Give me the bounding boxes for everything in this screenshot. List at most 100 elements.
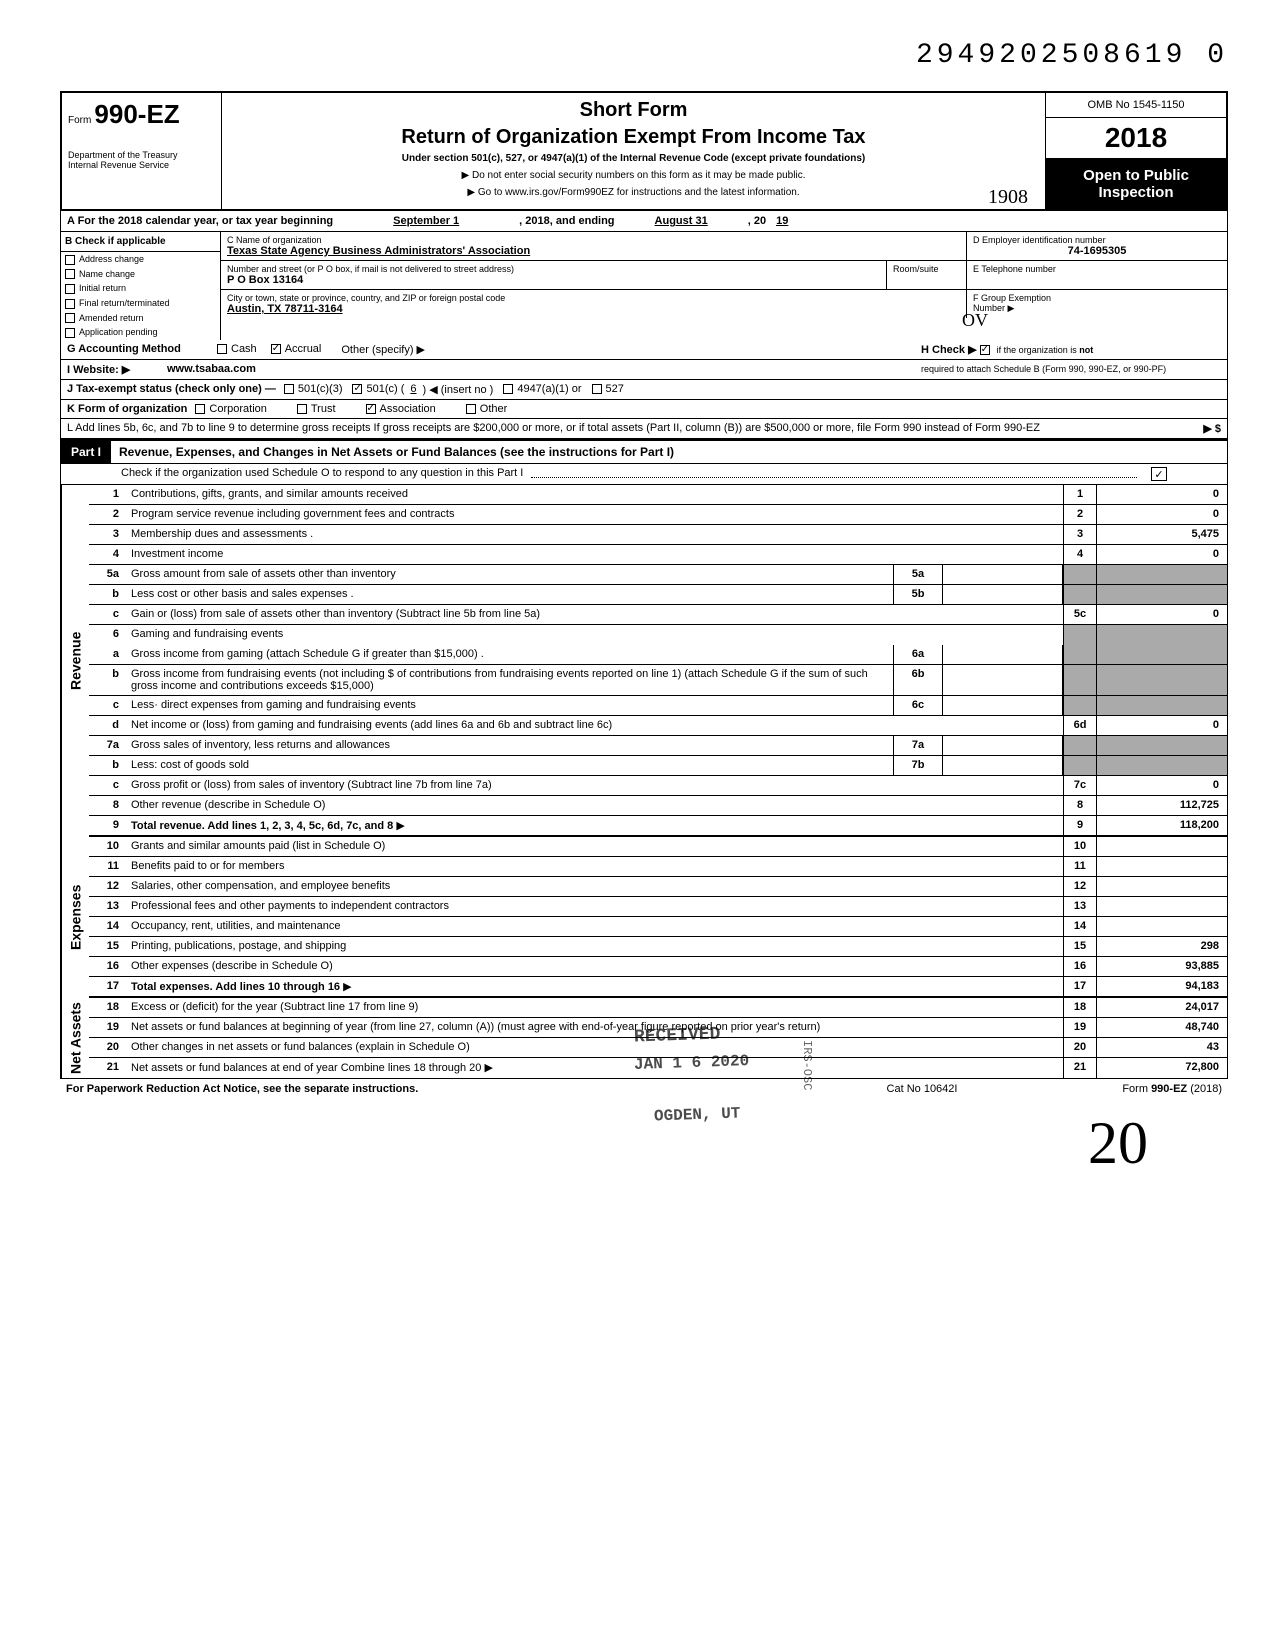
checkbox-initial-return[interactable] <box>65 284 75 294</box>
dept-label: Department of the Treasury <box>68 150 215 160</box>
handwritten-1908: 1908 <box>988 186 1028 209</box>
line-8-val: 112,725 <box>1097 796 1227 815</box>
schedule-o-checkbox[interactable]: ✓ <box>1151 467 1167 481</box>
line-3-desc: Membership dues and assessments . <box>125 525 1063 544</box>
line-16-val: 93,885 <box>1097 957 1227 976</box>
checkbox-amended-return[interactable] <box>65 313 75 323</box>
line-10-val <box>1097 837 1227 856</box>
line-6d-num: d <box>89 716 125 735</box>
line-5a-desc: Gross amount from sale of assets other t… <box>125 565 893 584</box>
checkbox-501c3[interactable] <box>284 384 294 394</box>
line-10-desc: Grants and similar amounts paid (list in… <box>125 837 1063 856</box>
section-l-text: L Add lines 5b, 6c, and 7b to line 9 to … <box>67 422 1183 434</box>
line-6d-val: 0 <box>1097 716 1227 735</box>
line-5c-desc: Gain or (loss) from sale of assets other… <box>125 605 1063 624</box>
line-6b-shade <box>1063 665 1097 695</box>
checkbox-trust[interactable] <box>297 404 307 414</box>
subtitle: Under section 501(c), 527, or 4947(a)(1)… <box>232 153 1035 164</box>
row-k-form-org: K Form of organization Corporation Trust… <box>60 400 1228 419</box>
line-11-desc: Benefits paid to or for members <box>125 857 1063 876</box>
checkbox-other-org[interactable] <box>466 404 476 414</box>
line-16-desc: Other expenses (describe in Schedule O) <box>125 957 1063 976</box>
line-20-col: 20 <box>1063 1038 1097 1057</box>
line-7b-shade <box>1063 756 1097 775</box>
row-a-end2: , 20 <box>748 215 766 227</box>
row-j-tax-status: J Tax-exempt status (check only one) — 5… <box>60 380 1228 400</box>
return-title: Return of Organization Exempt From Incom… <box>232 126 1035 149</box>
line-5c-num: c <box>89 605 125 624</box>
line-12-col: 12 <box>1063 877 1097 896</box>
section-e-label: E Telephone number <box>973 264 1221 274</box>
section-l-arrow: ▶ $ <box>1203 422 1221 435</box>
line-4-val: 0 <box>1097 545 1227 564</box>
label-4947: 4947(a)(1) or <box>517 383 581 395</box>
section-k-label: K Form of organization <box>67 403 187 415</box>
label-accrual: Accrual <box>285 343 322 355</box>
section-g-label: G Accounting Method <box>67 343 217 355</box>
addr-label: Number and street (or P O box, if mail i… <box>227 264 880 274</box>
checkbox-accrual[interactable] <box>271 344 281 354</box>
part-1-table: Revenue 1Contributions, gifts, grants, a… <box>60 485 1228 1079</box>
city-label: City or town, state or province, country… <box>227 293 960 303</box>
label-501c3: 501(c)(3) <box>298 383 343 395</box>
line-9-val: 118,200 <box>1097 816 1227 835</box>
checkbox-address-change[interactable] <box>65 255 75 265</box>
row-l-gross-receipts: L Add lines 5b, 6c, and 7b to line 9 to … <box>60 419 1228 439</box>
section-d-label: D Employer identification number <box>973 235 1221 245</box>
line-6b-inner: 6b <box>893 665 943 695</box>
line-12-num: 12 <box>89 877 125 896</box>
checkbox-527[interactable] <box>592 384 602 394</box>
label-amended-return: Amended return <box>79 313 144 323</box>
line-10-col: 10 <box>1063 837 1097 856</box>
checkbox-4947[interactable] <box>503 384 513 394</box>
room-label: Room/suite <box>893 264 960 274</box>
line-19-desc: Net assets or fund balances at beginning… <box>125 1018 1063 1037</box>
line-7c-val: 0 <box>1097 776 1227 795</box>
line-15-desc: Printing, publications, postage, and shi… <box>125 937 1063 956</box>
line-17-desc: Total expenses. Add lines 10 through 16 … <box>125 977 1063 996</box>
line-6b-desc: Gross income from fundraising events (no… <box>125 665 893 695</box>
line-18-desc: Excess or (deficit) for the year (Subtra… <box>125 998 1063 1017</box>
line-7a-num: 7a <box>89 736 125 755</box>
line-21-desc: Net assets or fund balances at end of ye… <box>125 1058 1063 1078</box>
open-to-public: Open to Public Inspection <box>1046 159 1226 209</box>
checkbox-assoc[interactable] <box>366 404 376 414</box>
checkbox-h[interactable] <box>980 345 990 355</box>
line-6a-shade2 <box>1097 645 1227 664</box>
501c-number: 6 <box>410 383 416 395</box>
line-5c-val: 0 <box>1097 605 1227 624</box>
line-3-val: 5,475 <box>1097 525 1227 544</box>
checkbox-501c[interactable] <box>352 384 362 394</box>
checkbox-application-pending[interactable] <box>65 328 75 338</box>
checkbox-cash[interactable] <box>217 344 227 354</box>
stamp-date: JAN 1 6 2020 <box>620 1046 764 1081</box>
line-9-col: 9 <box>1063 816 1097 835</box>
checkbox-corp[interactable] <box>195 404 205 414</box>
line-20-val: 43 <box>1097 1038 1227 1057</box>
line-13-col: 13 <box>1063 897 1097 916</box>
footer-left: For Paperwork Reduction Act Notice, see … <box>66 1083 822 1095</box>
line-6c-inner: 6c <box>893 696 943 715</box>
label-other-accounting: Other (specify) ▶ <box>341 343 425 356</box>
line-20-desc: Other changes in net assets or fund bala… <box>125 1038 1063 1057</box>
line-7b-shade2 <box>1097 756 1227 775</box>
line-6d-desc: Net income or (loss) from gaming and fun… <box>125 716 1063 735</box>
line-14-num: 14 <box>89 917 125 936</box>
line-5b-shade2 <box>1097 585 1227 604</box>
line-5a-num: 5a <box>89 565 125 584</box>
line-5b-inner: 5b <box>893 585 943 604</box>
row-g-accounting: G Accounting Method Cash Accrual Other (… <box>60 340 1228 360</box>
city-value: Austin, TX 78711-3164 <box>227 303 960 315</box>
line-10-num: 10 <box>89 837 125 856</box>
line-19-col: 19 <box>1063 1018 1097 1037</box>
section-h-label: H Check ▶ <box>921 344 977 356</box>
line-11-col: 11 <box>1063 857 1097 876</box>
line-8-col: 8 <box>1063 796 1097 815</box>
line-7b-desc: Less: cost of goods sold <box>125 756 893 775</box>
line-4-num: 4 <box>89 545 125 564</box>
line-18-val: 24,017 <box>1097 998 1227 1017</box>
section-h-text: if the organization is not <box>997 345 1094 355</box>
checkbox-final-return[interactable] <box>65 299 75 309</box>
website-value: www.tsabaa.com <box>167 363 256 375</box>
checkbox-name-change[interactable] <box>65 269 75 279</box>
